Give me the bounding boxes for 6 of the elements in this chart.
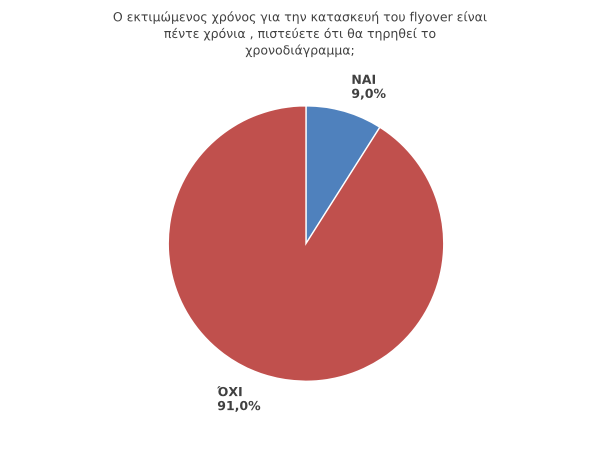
- slice-label: ΝΑΙ: [352, 74, 375, 84]
- data-label: 91,0%: [218, 400, 260, 412]
- pie-slice: [168, 105, 444, 382]
- slice-label: ΌΧΙ: [217, 386, 242, 396]
- data-label: 9,0%: [352, 88, 386, 100]
- chart-title: Ο εκτιμώμενος χρόνος για την κατασκευή του flyover είναι πέντε χρόνια , πιστεύετε ότι θα τηρηθεί το χρονοδιάγραμμα;: [114, 11, 487, 58]
